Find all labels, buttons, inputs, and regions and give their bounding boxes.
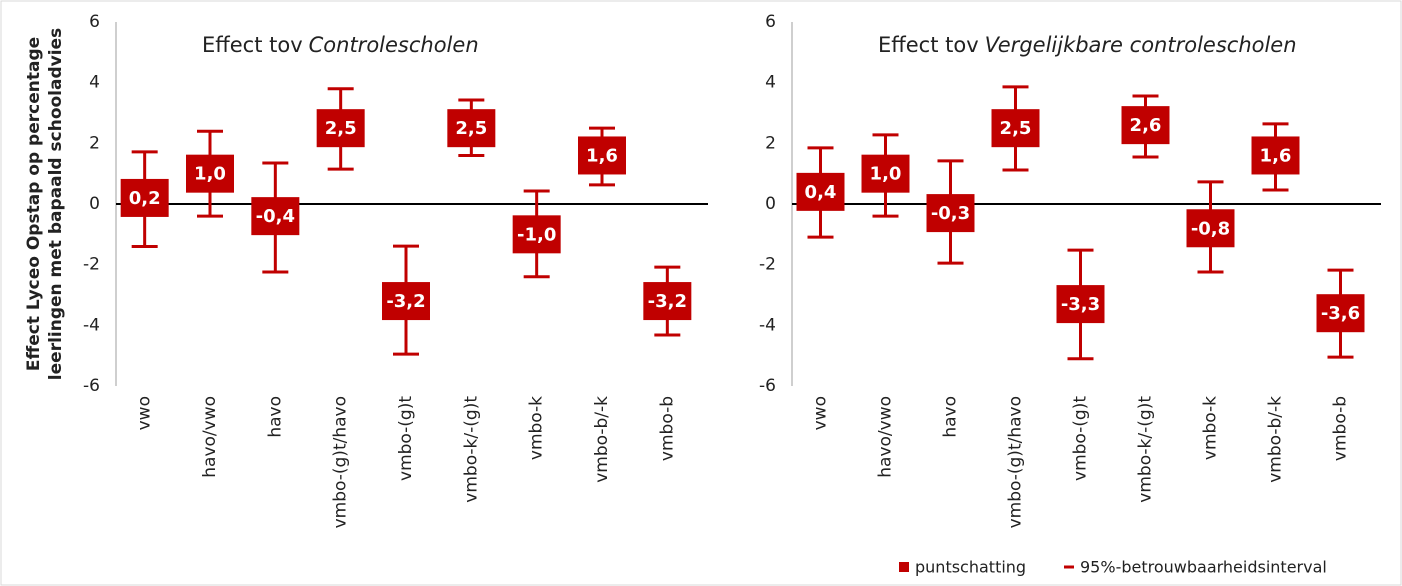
value-label: -0,8 bbox=[1191, 218, 1230, 239]
point-estimate bbox=[1251, 136, 1300, 175]
x-tick-label: vmbo-(g)t/havo bbox=[331, 396, 351, 528]
y-axis-label: Effect Lyceo Opstap op percentage bbox=[24, 37, 44, 371]
x-tick-label: vmbo-b bbox=[1331, 396, 1351, 461]
value-label: -3,3 bbox=[1061, 294, 1100, 315]
value-label: -3,2 bbox=[648, 291, 687, 312]
y-tick-label: -4 bbox=[759, 315, 776, 335]
value-label: 1,0 bbox=[870, 164, 902, 185]
y-tick-label: 0 bbox=[765, 194, 776, 214]
y-tick-label: 0 bbox=[89, 194, 100, 214]
point-estimate bbox=[251, 197, 300, 236]
point-estimate bbox=[861, 154, 910, 193]
chart-title: Effect tov Controlescholen bbox=[202, 33, 479, 57]
y-tick-label: -6 bbox=[759, 376, 776, 396]
point-estimate bbox=[1316, 294, 1365, 333]
value-label: 2,5 bbox=[455, 118, 487, 139]
point-estimate bbox=[643, 282, 692, 321]
x-tick-label: vmbo-b bbox=[657, 396, 677, 461]
value-label: 2,5 bbox=[1000, 118, 1032, 139]
x-tick-label: havo bbox=[941, 396, 961, 438]
y-tick-label: -2 bbox=[759, 255, 776, 275]
y-tick-label: 4 bbox=[765, 73, 776, 93]
y-axis-label: leerlingen met bapaald schooladvies bbox=[46, 28, 66, 380]
x-tick-label: vwo bbox=[811, 396, 831, 430]
point-estimate bbox=[382, 282, 430, 321]
value-label: 1,6 bbox=[1260, 145, 1292, 166]
point-estimate bbox=[1186, 209, 1235, 248]
point-estimate bbox=[1056, 285, 1105, 324]
point-estimate bbox=[796, 172, 845, 211]
point-estimate bbox=[578, 136, 626, 175]
x-tick-label: vmbo-(g)t bbox=[396, 396, 416, 481]
y-tick-label: 6 bbox=[765, 12, 776, 32]
point-estimate bbox=[512, 215, 561, 254]
value-label: 2,6 bbox=[1130, 115, 1162, 136]
legend-swatch bbox=[899, 562, 909, 572]
x-tick-label: vmbo-b/-k bbox=[592, 396, 612, 483]
point-estimate bbox=[186, 154, 234, 193]
x-tick-label: vmbo-(g)t/havo bbox=[1006, 396, 1026, 528]
value-label: -0,3 bbox=[931, 203, 970, 224]
x-tick-label: vmbo-(g)t bbox=[1071, 396, 1091, 481]
y-tick-label: -6 bbox=[83, 376, 100, 396]
title-text: Effect tov bbox=[202, 33, 303, 57]
x-tick-label: vmbo-b/-k bbox=[1266, 396, 1286, 483]
value-label: 2,5 bbox=[325, 118, 357, 139]
value-label: 0,4 bbox=[805, 182, 837, 203]
x-tick-label: vmbo-k bbox=[1201, 396, 1221, 460]
x-tick-label: havo/vwo bbox=[876, 396, 896, 478]
x-tick-label: havo/vwo bbox=[200, 396, 220, 478]
value-label: -3,2 bbox=[386, 291, 425, 312]
value-label: -0,4 bbox=[256, 206, 295, 227]
x-tick-label: vmbo-k/-(g)t bbox=[461, 396, 481, 503]
value-label: -1,0 bbox=[517, 224, 556, 245]
point-estimate bbox=[1121, 106, 1170, 145]
y-tick-label: -2 bbox=[83, 255, 100, 275]
legend-label: 95%-betrouwbaarheidsinterval bbox=[1080, 558, 1327, 577]
value-label: 0,2 bbox=[129, 188, 161, 209]
legend-label: puntschatting bbox=[915, 558, 1026, 577]
y-tick-label: 6 bbox=[89, 12, 100, 32]
y-tick-label: 4 bbox=[89, 73, 100, 93]
point-estimate bbox=[316, 109, 365, 148]
point-estimate bbox=[926, 194, 975, 233]
y-tick-label: -4 bbox=[83, 315, 100, 335]
title-emphasis: Controlescholen bbox=[309, 33, 479, 57]
y-tick-label: 2 bbox=[89, 133, 100, 153]
y-tick-label: 2 bbox=[765, 133, 776, 153]
title-text: Effect tov bbox=[878, 33, 979, 57]
value-label: 1,0 bbox=[194, 164, 226, 185]
x-tick-label: vwo bbox=[135, 396, 155, 430]
chart-title: Effect tov Vergelijkbare controlescholen bbox=[878, 33, 1297, 57]
title-emphasis: Vergelijkbare controlescholen bbox=[985, 33, 1297, 57]
x-tick-label: vmbo-k/-(g)t bbox=[1136, 396, 1156, 503]
point-estimate bbox=[991, 109, 1040, 148]
x-tick-label: vmbo-k bbox=[527, 396, 547, 460]
value-label: 1,6 bbox=[586, 145, 618, 166]
point-estimate bbox=[120, 178, 169, 217]
point-estimate bbox=[447, 109, 496, 148]
value-label: -3,6 bbox=[1321, 303, 1360, 324]
x-tick-label: havo bbox=[265, 396, 285, 438]
